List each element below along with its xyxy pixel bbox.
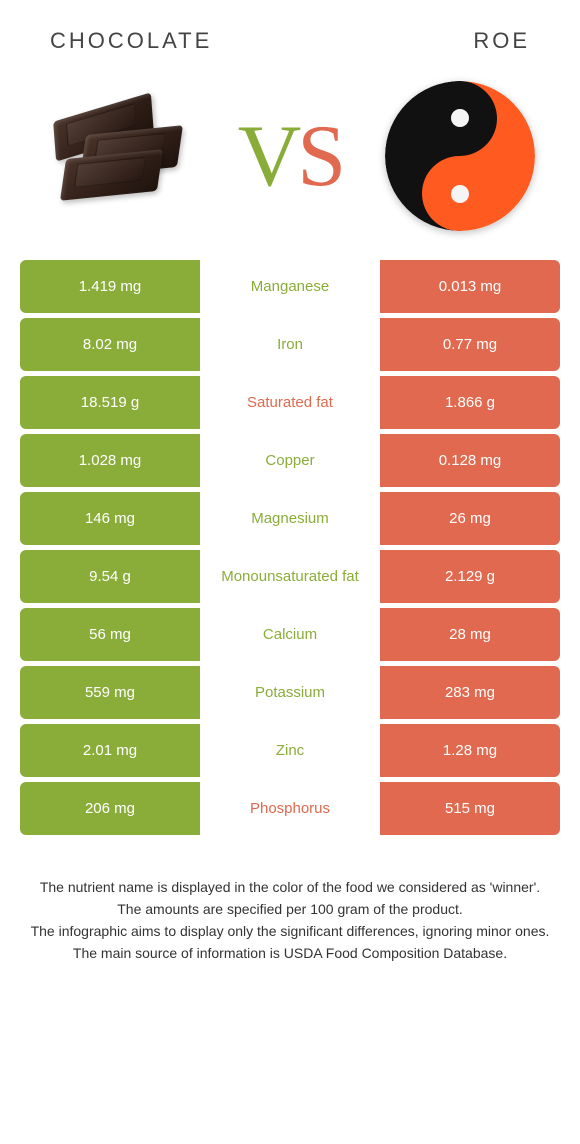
right-value: 1.866 g <box>380 376 560 429</box>
footnote-line: The main source of information is USDA F… <box>24 944 556 963</box>
table-row: 56 mgCalcium28 mg <box>20 608 560 661</box>
vs-s: S <box>297 108 342 205</box>
table-row: 8.02 mgIron0.77 mg <box>20 318 560 371</box>
footnote-line: The nutrient name is displayed in the co… <box>24 878 556 897</box>
table-row: 18.519 gSaturated fat1.866 g <box>20 376 560 429</box>
left-value: 56 mg <box>20 608 200 661</box>
nutrient-label: Copper <box>200 434 380 487</box>
nutrient-label: Manganese <box>200 260 380 313</box>
left-value: 8.02 mg <box>20 318 200 371</box>
nutrient-table: 1.419 mgManganese0.013 mg8.02 mgIron0.77… <box>0 256 580 840</box>
table-row: 1.028 mgCopper0.128 mg <box>20 434 560 487</box>
nutrient-label: Monounsaturated fat <box>200 550 380 603</box>
table-row: 1.419 mgManganese0.013 mg <box>20 260 560 313</box>
left-value: 206 mg <box>20 782 200 835</box>
footnotes: The nutrient name is displayed in the co… <box>0 840 580 966</box>
nutrient-label: Potassium <box>200 666 380 719</box>
nutrient-label: Calcium <box>200 608 380 661</box>
left-value: 9.54 g <box>20 550 200 603</box>
roe-image <box>380 76 540 236</box>
left-value: 1.419 mg <box>20 260 200 313</box>
nutrient-label: Magnesium <box>200 492 380 545</box>
vs-v: V <box>238 108 298 205</box>
right-value: 283 mg <box>380 666 560 719</box>
hero-row: VS <box>0 66 580 256</box>
left-value: 2.01 mg <box>20 724 200 777</box>
left-value: 18.519 g <box>20 376 200 429</box>
table-row: 9.54 gMonounsaturated fat2.129 g <box>20 550 560 603</box>
right-value: 28 mg <box>380 608 560 661</box>
nutrient-label: Saturated fat <box>200 376 380 429</box>
left-value: 1.028 mg <box>20 434 200 487</box>
left-value: 146 mg <box>20 492 200 545</box>
right-value: 0.013 mg <box>380 260 560 313</box>
nutrient-label: Iron <box>200 318 380 371</box>
right-value: 0.77 mg <box>380 318 560 371</box>
table-row: 559 mgPotassium283 mg <box>20 666 560 719</box>
right-value: 0.128 mg <box>380 434 560 487</box>
table-row: 2.01 mgZinc1.28 mg <box>20 724 560 777</box>
right-value: 2.129 g <box>380 550 560 603</box>
right-value: 1.28 mg <box>380 724 560 777</box>
left-value: 559 mg <box>20 666 200 719</box>
nutrient-label: Phosphorus <box>200 782 380 835</box>
chocolate-image <box>40 76 200 236</box>
right-value: 515 mg <box>380 782 560 835</box>
table-row: 206 mgPhosphorus515 mg <box>20 782 560 835</box>
footnote-line: The infographic aims to display only the… <box>24 922 556 941</box>
right-value: 26 mg <box>380 492 560 545</box>
vs-label: VS <box>238 106 343 207</box>
header: Chocolate Roe <box>0 0 580 66</box>
left-food-title: Chocolate <box>50 28 212 54</box>
table-row: 146 mgMagnesium26 mg <box>20 492 560 545</box>
footnote-line: The amounts are specified per 100 gram o… <box>24 900 556 919</box>
right-food-title: Roe <box>473 28 530 54</box>
nutrient-label: Zinc <box>200 724 380 777</box>
